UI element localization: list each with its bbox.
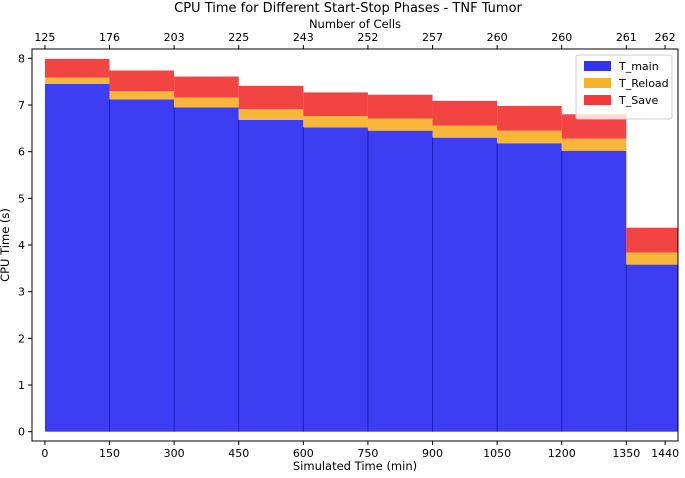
y-axis: 0 1 2 3 4 5 6 7 8 (18, 52, 32, 439)
x-tick-label: 600 (293, 447, 314, 460)
y-tick-label: 0 (18, 426, 25, 439)
bar-t-reload-3 (238, 109, 304, 120)
x-tick-label: 1350 (612, 447, 640, 460)
top-tick-label: 176 (99, 31, 120, 44)
bar-t-main-1 (109, 99, 175, 432)
y-tick-label: 1 (18, 379, 25, 392)
bar-t-reload-7 (497, 130, 562, 144)
bar-t-main-0 (44, 84, 110, 432)
bar-t-main-2 (174, 107, 239, 432)
bar-t-save-4 (303, 92, 368, 117)
legend-swatch-t-reload (584, 78, 611, 88)
top-tick-label: 260 (487, 31, 508, 44)
bar-t-main-3 (238, 119, 304, 432)
bar-t-main-6 (432, 137, 498, 432)
top-axis-label: Number of Cells (309, 17, 401, 31)
y-tick-label: 6 (18, 146, 25, 159)
x-tick-label: 750 (357, 447, 378, 460)
top-tick-label: 125 (34, 31, 55, 44)
x-tick-label: 0 (41, 447, 48, 460)
bar-t-main-4 (303, 127, 368, 432)
legend-label-t-main: T_main (618, 60, 659, 73)
top-tick-label: 262 (655, 31, 676, 44)
top-tick-label: 243 (293, 31, 314, 44)
bar-t-save-3 (238, 85, 304, 110)
legend: T_main T_Reload T_Save (575, 54, 673, 120)
bar-t-reload-2 (174, 97, 239, 108)
top-tick-label: 203 (164, 31, 185, 44)
y-tick-label: 5 (18, 192, 25, 205)
bar-t-save-2 (174, 76, 239, 98)
bar-t-reload-8 (561, 138, 627, 151)
y-tick-label: 7 (18, 99, 25, 112)
top-tick-label: 252 (357, 31, 378, 44)
bar-t-save-1 (109, 70, 175, 91)
legend-label-t-save: T_Save (618, 94, 658, 107)
top-tick-label: 257 (422, 31, 443, 44)
x-tick-label: 1050 (483, 447, 511, 460)
bars-layer (44, 58, 678, 432)
bar-t-main-7 (497, 143, 562, 432)
legend-swatch-t-main (584, 61, 611, 71)
bar-t-reload-4 (303, 116, 368, 128)
bar-t-reload-5 (367, 118, 433, 131)
bar-t-save-9 (626, 227, 678, 253)
bottom-x-axis: 0 150 300 450 600 750 900 1050 1200 1350 1440 (41, 441, 679, 460)
y-axis-label: CPU Time (s) (0, 208, 12, 282)
y-tick-label: 8 (18, 52, 25, 65)
bar-t-reload-0 (44, 77, 110, 84)
x-tick-label: 1440 (651, 447, 679, 460)
x-axis-label: Simulated Time (min) (293, 459, 417, 473)
y-tick-label: 4 (18, 239, 25, 252)
x-tick-label: 450 (228, 447, 249, 460)
top-tick-label: 260 (551, 31, 572, 44)
chart-title: CPU Time for Different Start-Stop Phases… (174, 1, 522, 16)
bar-t-save-6 (432, 100, 498, 126)
bar-t-save-0 (44, 58, 110, 78)
top-tick-label: 225 (228, 31, 249, 44)
bar-t-main-5 (367, 130, 433, 432)
bar-t-main-9 (626, 264, 678, 432)
bar-t-reload-1 (109, 91, 175, 100)
top-x-axis: 125 176 203 225 243 252 257 260 260 261 262 (34, 31, 676, 49)
bar-t-main-8 (561, 150, 627, 432)
top-tick-label: 261 (616, 31, 637, 44)
y-tick-label: 2 (18, 332, 25, 345)
x-tick-label: 900 (422, 447, 443, 460)
bar-t-save-5 (367, 94, 433, 119)
x-tick-label: 1200 (548, 447, 576, 460)
x-tick-label: 150 (99, 447, 120, 460)
y-tick-label: 3 (18, 286, 25, 299)
bar-t-reload-6 (432, 125, 498, 138)
bar-t-save-7 (497, 105, 562, 131)
legend-swatch-t-save (584, 95, 611, 105)
bar-t-reload-9 (626, 252, 678, 265)
x-tick-label: 300 (164, 447, 185, 460)
legend-label-t-reload: T_Reload (618, 77, 669, 90)
